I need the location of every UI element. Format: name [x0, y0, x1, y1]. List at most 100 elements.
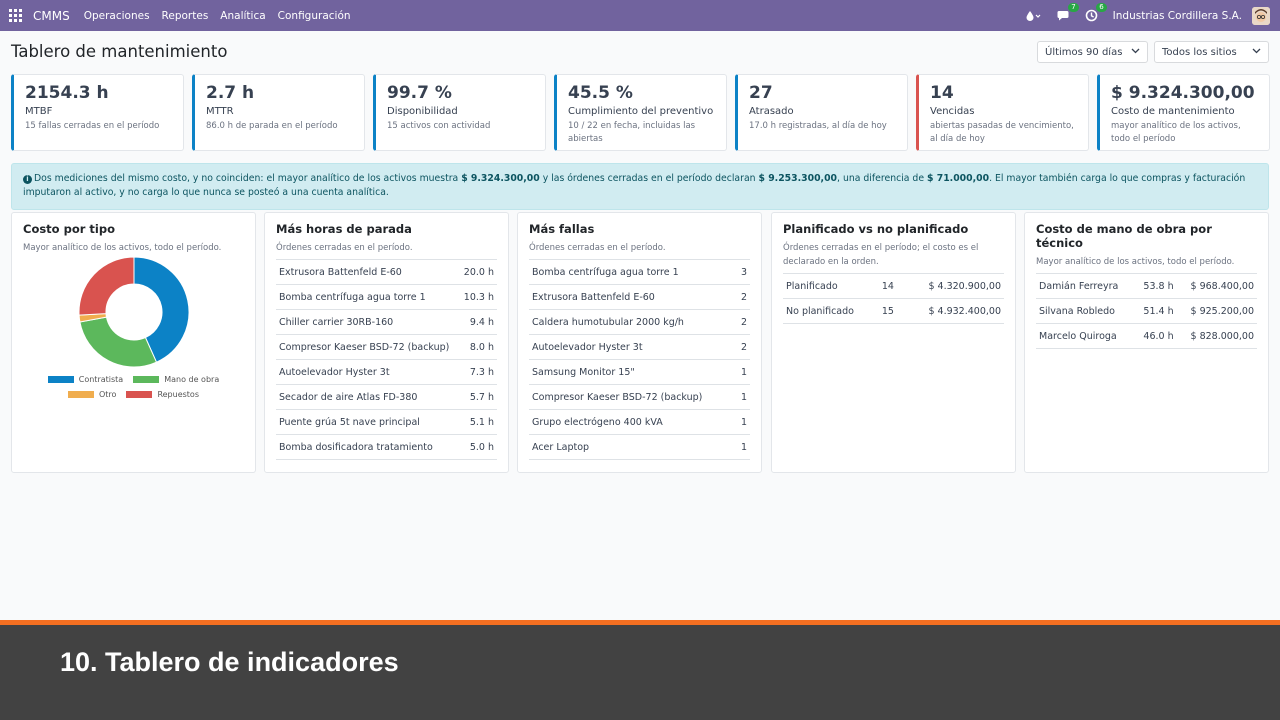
donut-slice-repuestos[interactable] — [78, 257, 135, 316]
technician-name: Damián Ferreyra — [1036, 273, 1135, 299]
asset-name: Acer Laptop — [529, 434, 736, 460]
order-count: 14 — [878, 273, 903, 299]
failure-count: 1 — [735, 434, 750, 460]
activity-badge: 6 — [1096, 2, 1107, 12]
table-row[interactable]: Puente grúa 5t nave principal 5.1 h — [276, 409, 497, 435]
kpi-label: Costo de mantenimiento — [1111, 106, 1235, 117]
drop-icon[interactable] — [1023, 9, 1043, 23]
table-row[interactable]: Secador de aire Atlas FD-380 5.7 h — [276, 384, 497, 410]
kpi-label: Vencidas — [930, 106, 975, 117]
kpi-label: Disponibilidad — [387, 106, 458, 117]
table-row[interactable]: Bomba centrífuga agua torre 1 10.3 h — [276, 284, 497, 310]
alert-text: , una diferencia de — [837, 173, 928, 184]
kpi-subtext: 15 activos con actividad — [387, 121, 491, 131]
kpi-value: 2.7 h — [206, 83, 255, 103]
table-row[interactable]: Extrusora Battenfeld E-60 20.0 h — [276, 259, 497, 285]
kpi-card-cumplimiento[interactable]: 45.5 % Cumplimiento del preventivo 10 / … — [554, 74, 727, 151]
kpi-subtext: 15 fallas cerradas en el período — [25, 121, 160, 131]
menu-reportes[interactable]: Reportes — [161, 9, 209, 22]
table-row[interactable]: Acer Laptop 1 — [529, 434, 750, 460]
table-row[interactable]: Compresor Kaeser BSD-72 (backup) 1 — [529, 384, 750, 410]
panel-cost-by-type: Costo por tipo Mayor analítico de los ac… — [11, 212, 256, 473]
legend-item-mano-de-obra[interactable]: Mano de obra — [133, 375, 219, 384]
failure-count: 2 — [735, 334, 750, 360]
site-filter[interactable]: Todos los sitios — [1154, 41, 1269, 63]
brand-name[interactable]: CMMS — [33, 8, 70, 23]
page-title: Tablero de mantenimiento — [11, 42, 228, 61]
asset-name: Secador de aire Atlas FD-380 — [276, 384, 460, 410]
panel-downtime: Más horas de parada Órdenes cerradas en … — [264, 212, 509, 473]
kpi-card-disponibilidad[interactable]: 99.7 % Disponibilidad 15 activos con act… — [373, 74, 546, 151]
table-row[interactable]: Samsung Monitor 15" 1 — [529, 359, 750, 385]
kpi-label: MTTR — [206, 106, 234, 117]
period-filter[interactable]: Últimos 90 días — [1037, 41, 1148, 63]
downtime-hours: 5.1 h — [459, 409, 497, 435]
failure-count: 1 — [735, 359, 750, 385]
kpi-card-mttr[interactable]: 2.7 h MTTR 86.0 h de parada en el períod… — [192, 74, 365, 151]
table-row[interactable]: Silvana Robledo 51.4 h $ 925.200,00 — [1036, 298, 1257, 324]
order-type: No planificado — [783, 298, 879, 324]
asset-name: Chiller carrier 30RB-160 — [276, 309, 460, 335]
menu-configuracion[interactable]: Configuración — [277, 9, 351, 22]
table-row[interactable]: Damián Ferreyra 53.8 h $ 968.400,00 — [1036, 273, 1257, 299]
panel-labor-cost: Costo de mano de obra por técnico Mayor … — [1024, 212, 1269, 473]
legend-item-contratista[interactable]: Contratista — [47, 375, 123, 384]
downtime-hours: 7.3 h — [459, 359, 497, 385]
legend-item-repuestos[interactable]: Repuestos — [126, 390, 199, 399]
downtime-hours: 10.3 h — [459, 284, 497, 310]
alert-text: . El mayor también carga lo que compras … — [23, 173, 1246, 198]
legend-label: Repuestos — [157, 390, 199, 399]
donut-slice-contratista[interactable] — [133, 257, 190, 363]
table-row[interactable]: Extrusora Battenfeld E-60 2 — [529, 284, 750, 310]
asset-name: Extrusora Battenfeld E-60 — [529, 284, 736, 310]
kpi-subtext: 10 / 22 en fecha, incluidas las abiertas — [568, 121, 696, 144]
alert-amount-ledger: $ 9.324.300,00 — [461, 173, 540, 184]
donut-slice-mano-de-obra[interactable] — [79, 316, 158, 368]
table-row[interactable]: Bomba dosificadora tratamiento 5.0 h — [276, 434, 497, 460]
kpi-card-atrasado[interactable]: 27 Atrasado 17.0 h registradas, al día d… — [735, 74, 908, 151]
table-row[interactable]: Autoelevador Hyster 3t 2 — [529, 334, 750, 360]
panel-planned: Planificado vs no planificado Órdenes ce… — [771, 212, 1016, 473]
top-navbar: CMMS Operaciones Reportes Analítica Conf… — [0, 0, 1280, 31]
table-row[interactable]: Chiller carrier 30RB-160 9.4 h — [276, 309, 497, 335]
kpi-card-mtbf[interactable]: 2154.3 h MTBF 15 fallas cerradas en el p… — [11, 74, 184, 151]
company-switcher[interactable]: Industrias Cordillera S.A. — [1112, 9, 1242, 22]
kpi-card-costo[interactable]: $ 9.324.300,00 Costo de mantenimiento ma… — [1097, 74, 1270, 151]
table-row[interactable]: Grupo electrógeno 400 kVA 1 — [529, 409, 750, 435]
asset-name: Compresor Kaeser BSD-72 (backup) — [529, 384, 736, 410]
apps-grid-icon[interactable] — [0, 0, 30, 31]
kpi-value: 45.5 % — [568, 83, 633, 103]
chat-icon[interactable]: 7 — [1057, 2, 1079, 23]
technician-hours: 53.8 h — [1134, 273, 1177, 299]
kpi-label: MTBF — [25, 106, 53, 117]
cost-donut-chart[interactable] — [23, 257, 245, 371]
order-count: 15 — [878, 298, 903, 324]
table-row[interactable]: Planificado 14 $ 4.320.900,00 — [783, 273, 1004, 299]
table-row[interactable]: Marcelo Quiroga 46.0 h $ 828.000,00 — [1036, 323, 1257, 349]
kpi-subtext: abiertas pasadas de vencimiento, al día … — [930, 121, 1074, 144]
downtime-hours: 8.0 h — [459, 334, 497, 360]
panel-description: Órdenes cerradas en el período. — [276, 243, 413, 253]
clock-icon[interactable]: 6 — [1085, 2, 1107, 23]
downtime-hours: 20.0 h — [459, 259, 497, 285]
table-row[interactable]: Autoelevador Hyster 3t 7.3 h — [276, 359, 497, 385]
site-filter-value: Todos los sitios — [1162, 46, 1237, 58]
user-avatar[interactable] — [1252, 6, 1270, 25]
table-row[interactable]: Caldera humotubular 2000 kg/h 2 — [529, 309, 750, 335]
menu-operaciones[interactable]: Operaciones — [83, 9, 150, 22]
legend-item-otro[interactable]: Otro — [67, 390, 117, 399]
failure-count: 2 — [735, 309, 750, 335]
chevron-down-icon — [1252, 47, 1261, 57]
asset-name: Bomba dosificadora tratamiento — [276, 434, 460, 460]
chevron-down-icon — [1131, 47, 1140, 57]
technician-hours: 51.4 h — [1134, 298, 1177, 324]
table-row[interactable]: No planificado 15 $ 4.932.400,00 — [783, 298, 1004, 324]
planned-table: Planificado 14 $ 4.320.900,00 No planifica… — [783, 273, 1004, 324]
legend-label: Otro — [98, 390, 117, 399]
technician-name: Marcelo Quiroga — [1036, 323, 1135, 349]
table-row[interactable]: Compresor Kaeser BSD-72 (backup) 8.0 h — [276, 334, 497, 360]
menu-analitica[interactable]: Analítica — [220, 9, 266, 22]
kpi-card-vencidas[interactable]: 14 Vencidas abiertas pasadas de vencimie… — [916, 74, 1089, 151]
